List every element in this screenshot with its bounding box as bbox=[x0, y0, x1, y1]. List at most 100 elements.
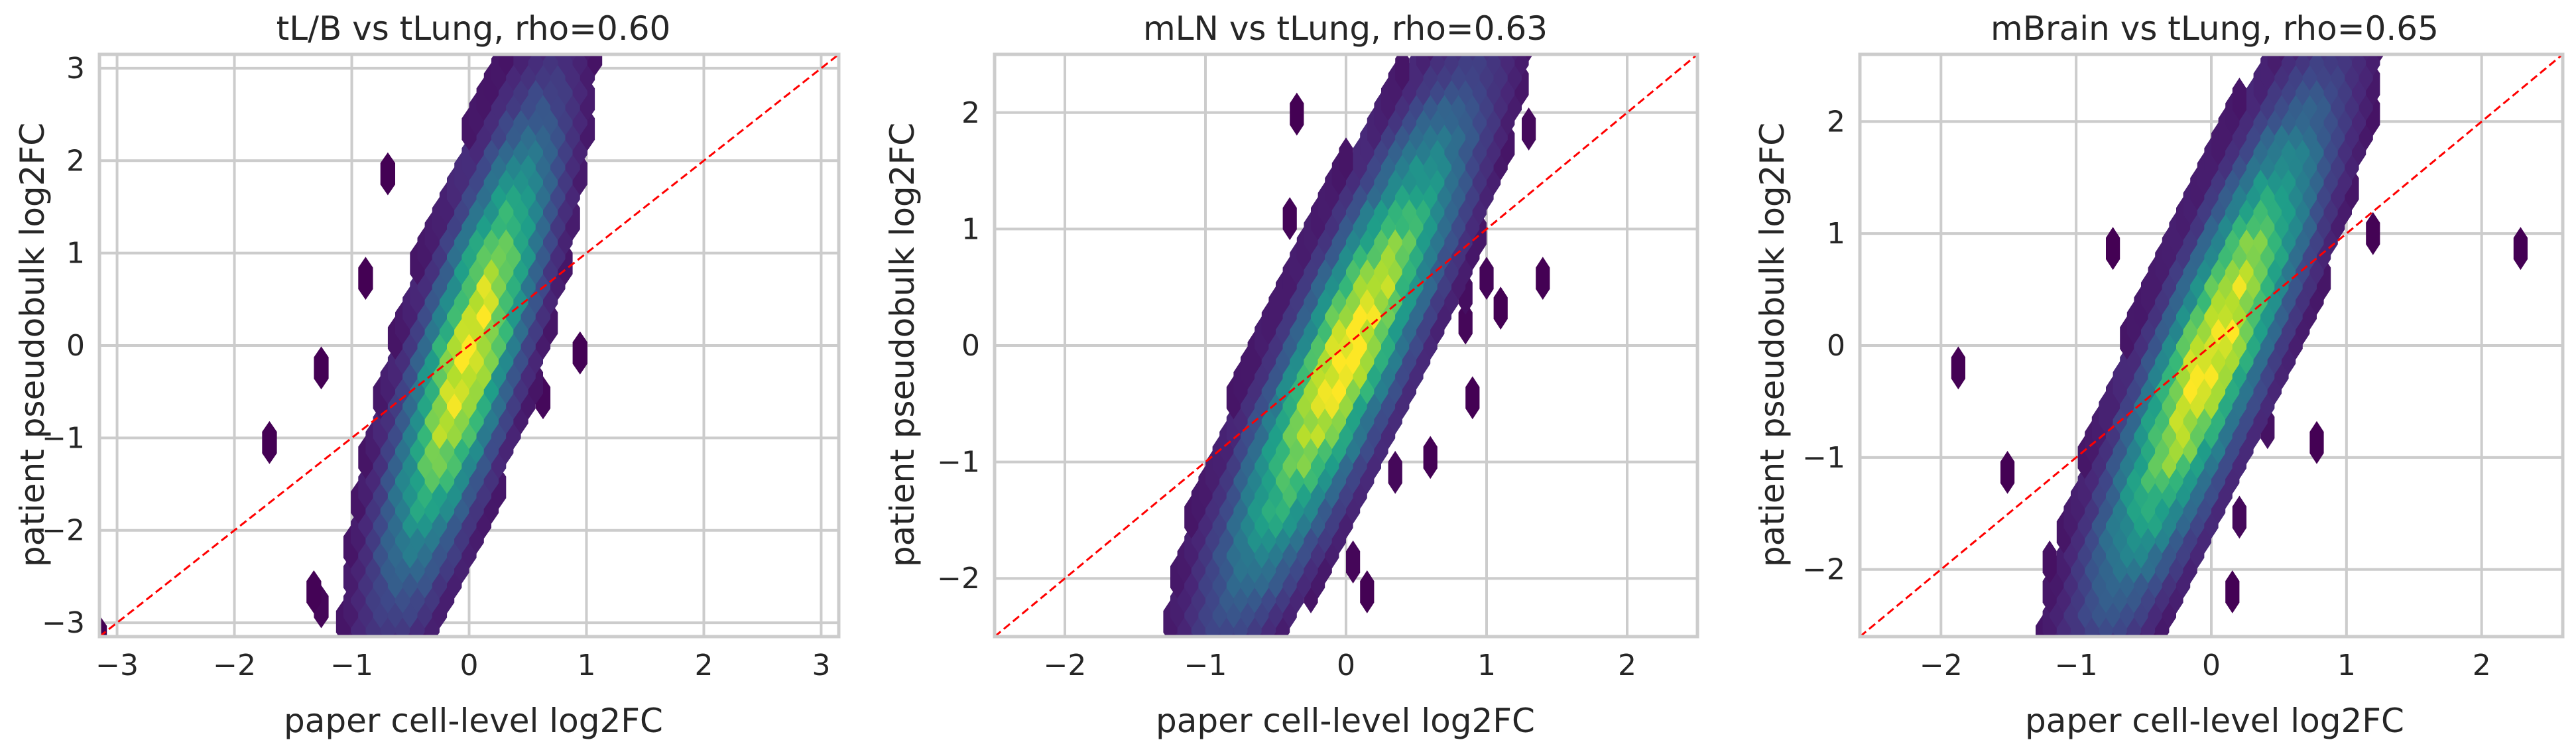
hexbin-cell bbox=[2296, 54, 2310, 76]
hexbin-cell bbox=[1951, 346, 1965, 390]
x-tick-label: 2 bbox=[694, 649, 713, 682]
hexbin-cell bbox=[499, 54, 514, 76]
panel-tlb-vs-tlung: tL/B vs tLung, rho=0.60 paper cell-level… bbox=[13, 9, 841, 740]
x-tick-label: −1 bbox=[2055, 649, 2098, 682]
x-axis-label: paper cell-level log2FC bbox=[284, 702, 663, 740]
hexbin-cell bbox=[1514, 54, 1529, 76]
hexbin-cell bbox=[1423, 436, 1438, 479]
hexbin-cell bbox=[2352, 54, 2366, 76]
x-tick-label: 0 bbox=[460, 649, 479, 682]
x-tick-label: 1 bbox=[1477, 649, 1496, 682]
x-tick-label: −2 bbox=[1044, 649, 1087, 682]
x-tick-label: −2 bbox=[213, 649, 256, 682]
hexbin-cell bbox=[2267, 54, 2282, 76]
hexbin-cell bbox=[2513, 227, 2528, 271]
y-tick-label: 2 bbox=[961, 96, 980, 130]
hexbin-cell bbox=[2282, 54, 2296, 76]
hexbin-cell bbox=[1522, 107, 1536, 151]
hexbin-cell bbox=[2232, 495, 2246, 539]
hexbin-cell bbox=[262, 420, 277, 464]
x-tick-label: 1 bbox=[577, 649, 595, 682]
x-tick-label: −1 bbox=[1184, 649, 1227, 682]
plot-frame bbox=[1858, 52, 2565, 639]
identity-reference-line bbox=[99, 54, 839, 637]
hexbin-cell bbox=[1487, 54, 1501, 76]
hexbin-cell bbox=[1501, 54, 1515, 76]
y-axis-label: patient pseudobulk log2FC bbox=[883, 123, 922, 567]
hexbin-cell bbox=[2042, 540, 2057, 584]
x-tick-label: 3 bbox=[812, 649, 830, 682]
hexbin-cell bbox=[306, 570, 322, 613]
hexbin-cell bbox=[1479, 257, 1494, 300]
hexbin-cell bbox=[1346, 540, 1361, 584]
x-tick-label: 1 bbox=[2337, 649, 2356, 682]
hexbin-layer bbox=[1163, 54, 1550, 637]
identity-reference-line bbox=[1860, 54, 2563, 637]
x-tick-label: −1 bbox=[330, 649, 373, 682]
identity-reference-line bbox=[995, 54, 1697, 637]
hexbin-cell bbox=[1430, 54, 1445, 76]
hexbin-cell bbox=[587, 54, 603, 76]
hexbin-cell bbox=[572, 54, 587, 76]
plot-frame bbox=[993, 52, 1699, 639]
hexbin-cell bbox=[513, 54, 528, 76]
hexbin-layer bbox=[99, 54, 603, 637]
hexbin-cell bbox=[1360, 570, 1375, 613]
y-tick-label: 0 bbox=[1827, 329, 1845, 363]
x-tick-label: 2 bbox=[2473, 649, 2491, 682]
panel-mbrain-vs-tlung: mBrain vs tLung, rho=0.65 paper cell-lev… bbox=[1753, 9, 2565, 740]
y-tick-label: 1 bbox=[1827, 217, 1845, 251]
hexbin-cell bbox=[1444, 54, 1459, 76]
hexbin-cell bbox=[358, 257, 373, 300]
y-tick-label: −3 bbox=[42, 606, 85, 640]
y-tick-label: −2 bbox=[1802, 553, 1845, 587]
hexbin-cell bbox=[572, 331, 587, 375]
hexbin-cell bbox=[2309, 420, 2324, 464]
x-tick-label: 2 bbox=[1618, 649, 1636, 682]
y-tick-label: −2 bbox=[937, 562, 980, 595]
hexbin-cell bbox=[2225, 570, 2240, 613]
hexbin-cell bbox=[1388, 450, 1402, 494]
hexbin-cell bbox=[2000, 450, 2015, 494]
x-tick-label: −2 bbox=[1920, 649, 1963, 682]
panel-title: tL/B vs tLung, rho=0.60 bbox=[276, 9, 671, 48]
hexbin-cell bbox=[2366, 54, 2380, 76]
y-tick-label: 2 bbox=[1827, 105, 1845, 139]
hexbin-cell bbox=[314, 346, 329, 390]
x-axis-label: paper cell-level log2FC bbox=[1156, 702, 1535, 740]
x-axis-label: paper cell-level log2FC bbox=[2025, 702, 2404, 740]
hexbin-layer bbox=[1951, 54, 2528, 637]
panel-title: mLN vs tLung, rho=0.63 bbox=[1143, 9, 1548, 48]
hexbin-cell bbox=[1339, 137, 1353, 180]
y-axis-label: patient pseudobulk log2FC bbox=[13, 123, 52, 567]
hexbin-cell bbox=[1458, 301, 1473, 345]
hexbin-cell bbox=[2309, 54, 2324, 76]
hexbin-cell bbox=[2323, 54, 2338, 76]
y-tick-label: 2 bbox=[66, 144, 85, 178]
hexbin-cell bbox=[543, 54, 558, 76]
hexbin-cell bbox=[528, 54, 543, 76]
panel-title: mBrain vs tLung, rho=0.65 bbox=[1991, 9, 2439, 48]
hexbin-cell bbox=[1395, 54, 1410, 91]
hexbin-cell bbox=[2232, 78, 2246, 121]
x-tick-label: 0 bbox=[2202, 649, 2221, 682]
hexbin-cell bbox=[2106, 227, 2120, 271]
hexbin-cell bbox=[1465, 376, 1480, 420]
hexbin-cell bbox=[1472, 54, 1487, 76]
hexbin-cell bbox=[2366, 212, 2380, 255]
panel-mln-vs-tlung: mLN vs tLung, rho=0.63 paper cell-level … bbox=[883, 9, 1699, 740]
hexbin-cell bbox=[1493, 286, 1508, 330]
y-tick-label: −1 bbox=[937, 446, 980, 479]
hexbin-cell bbox=[1290, 92, 1304, 136]
hexbin-cell bbox=[2337, 54, 2352, 76]
y-axis-label: patient pseudobulk log2FC bbox=[1753, 123, 1792, 567]
y-tick-label: −2 bbox=[42, 514, 85, 548]
hexbin-cell bbox=[1282, 197, 1297, 241]
hexbin-cell bbox=[1458, 54, 1473, 76]
hexbin-cell bbox=[1416, 54, 1431, 76]
y-tick-label: 0 bbox=[961, 329, 980, 363]
hexbin-cell bbox=[1536, 257, 1550, 300]
y-tick-label: 1 bbox=[66, 237, 85, 271]
y-tick-label: 3 bbox=[66, 52, 85, 86]
